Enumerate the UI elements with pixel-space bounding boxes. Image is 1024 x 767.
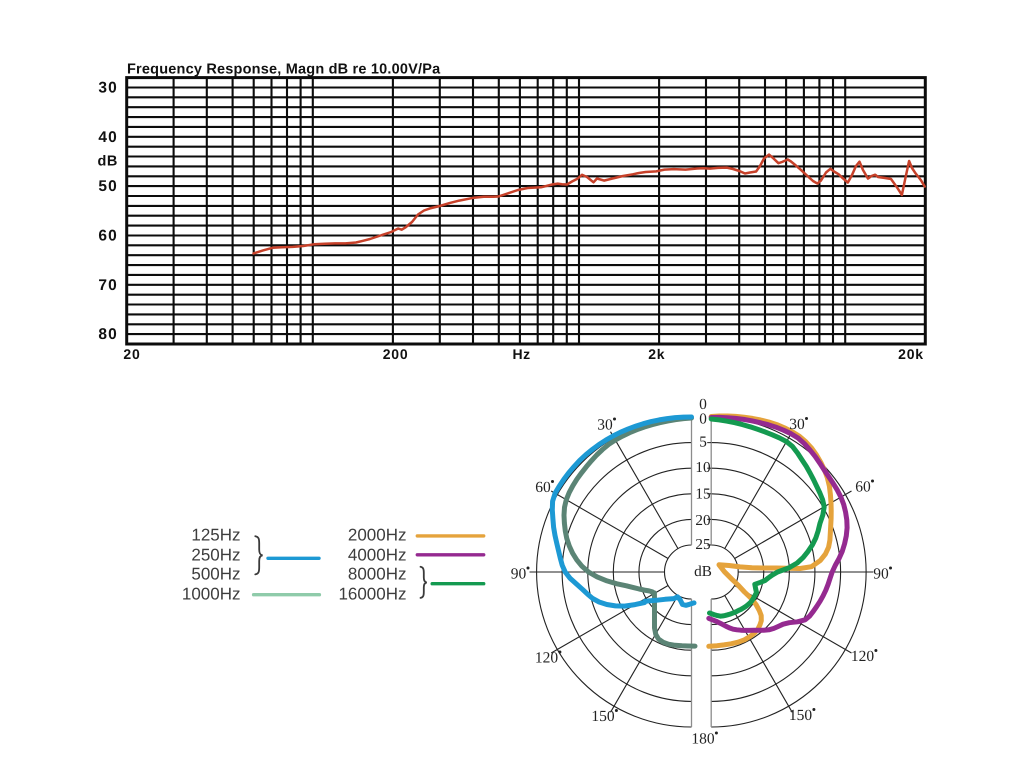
svg-text:200: 200	[383, 346, 409, 362]
svg-text:2000Hz: 2000Hz	[348, 526, 407, 545]
svg-text:80: 80	[98, 326, 118, 343]
svg-text:30: 30	[597, 417, 613, 434]
svg-text:60: 60	[98, 228, 118, 245]
svg-text:15: 15	[695, 485, 710, 502]
svg-text:10: 10	[695, 459, 711, 476]
svg-text:25: 25	[695, 536, 710, 553]
svg-text:1000Hz: 1000Hz	[182, 584, 241, 603]
svg-text:150: 150	[591, 708, 615, 725]
svg-text:2k: 2k	[648, 346, 665, 362]
svg-text:dB: dB	[97, 154, 118, 170]
svg-text:50: 50	[98, 178, 118, 195]
svg-text:40: 40	[98, 129, 118, 146]
svg-text:5: 5	[699, 433, 707, 450]
svg-text:16000Hz: 16000Hz	[338, 584, 406, 603]
svg-text:Frequency Response, Magn dB re: Frequency Response, Magn dB re 10.00V/Pa	[127, 62, 441, 78]
svg-text:150: 150	[789, 707, 813, 724]
svg-text:120: 120	[851, 648, 875, 665]
svg-text:90: 90	[511, 566, 527, 583]
svg-text:125Hz: 125Hz	[191, 526, 240, 545]
svg-text:20: 20	[695, 512, 711, 529]
svg-text:20: 20	[123, 346, 140, 362]
svg-text:8000Hz: 8000Hz	[348, 564, 407, 583]
svg-text:60: 60	[535, 479, 551, 496]
svg-text:90: 90	[873, 566, 889, 583]
svg-text:0: 0	[699, 396, 707, 413]
svg-text:Hz: Hz	[513, 346, 531, 362]
svg-text:0: 0	[699, 410, 707, 427]
svg-text:180: 180	[691, 731, 715, 748]
svg-text:30: 30	[789, 416, 805, 433]
svg-text:250Hz: 250Hz	[191, 545, 240, 564]
svg-text:120: 120	[535, 650, 559, 667]
svg-text:60: 60	[855, 479, 871, 496]
svg-text:70: 70	[98, 277, 118, 294]
svg-text:20k: 20k	[898, 346, 924, 362]
svg-text:4000Hz: 4000Hz	[348, 545, 407, 564]
svg-text:500Hz: 500Hz	[191, 564, 240, 583]
svg-text:dB: dB	[694, 563, 712, 580]
svg-text:30: 30	[98, 80, 118, 97]
